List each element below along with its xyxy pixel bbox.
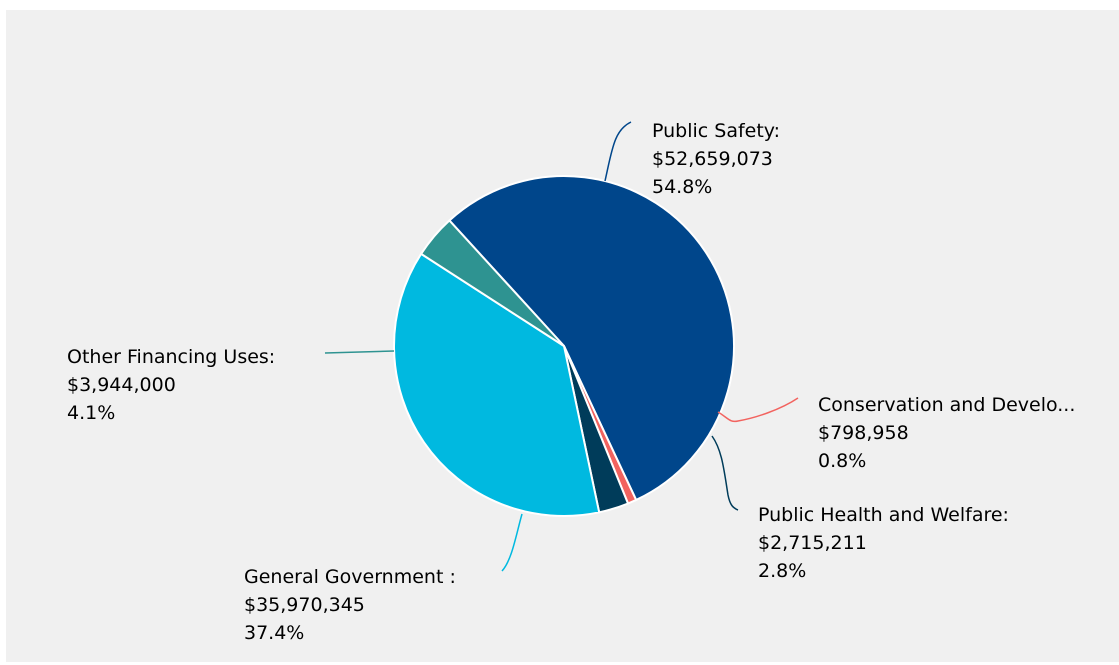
leader-line-other-financing xyxy=(324,350,395,354)
label-public-safety-name: Public Safety: xyxy=(652,120,780,142)
label-general-government-amount: $35,970,345 xyxy=(244,594,365,616)
label-other-financing: Other Financing Uses: $3,944,000 4.1% xyxy=(67,346,281,424)
label-general-government-name: General Government : xyxy=(244,566,456,588)
pie-slice-other-financing[interactable] xyxy=(419,219,565,347)
label-public-health: Public Health and Welfare: $2,715,211 2.… xyxy=(758,504,1015,582)
leader-line-public-safety xyxy=(604,121,632,182)
label-public-safety-percent: 54.8% xyxy=(652,176,712,198)
leader-line-general-government xyxy=(501,513,523,572)
pie-slice-public-safety[interactable] xyxy=(447,175,735,502)
labels-layer: Public Safety: $52,659,073 54.8% Conserv… xyxy=(67,120,1081,644)
label-conservation-percent: 0.8% xyxy=(818,450,866,472)
label-conservation-name: Conservation and Develo... xyxy=(818,394,1075,416)
leaders-layer xyxy=(324,121,799,572)
label-general-government-percent: 37.4% xyxy=(244,622,304,644)
leader-line-conservation xyxy=(717,397,799,423)
slices-layer xyxy=(392,175,735,517)
label-public-health-percent: 2.8% xyxy=(758,560,806,582)
label-public-safety-amount: $52,659,073 xyxy=(652,148,773,170)
label-public-safety: Public Safety: $52,659,073 54.8% xyxy=(652,120,786,198)
label-other-financing-name: Other Financing Uses: xyxy=(67,346,275,368)
pie-slice-general-government[interactable] xyxy=(392,252,601,517)
leader-line-public-health xyxy=(711,435,739,511)
label-conservation-amount: $798,958 xyxy=(818,422,909,444)
label-conservation: Conservation and Develo... $798,958 0.8% xyxy=(818,394,1081,472)
label-other-financing-percent: 4.1% xyxy=(67,402,115,424)
label-general-government: General Government : $35,970,345 37.4% xyxy=(244,566,462,644)
label-public-health-amount: $2,715,211 xyxy=(758,532,867,554)
label-public-health-name: Public Health and Welfare: xyxy=(758,504,1009,526)
label-other-financing-amount: $3,944,000 xyxy=(67,374,176,396)
